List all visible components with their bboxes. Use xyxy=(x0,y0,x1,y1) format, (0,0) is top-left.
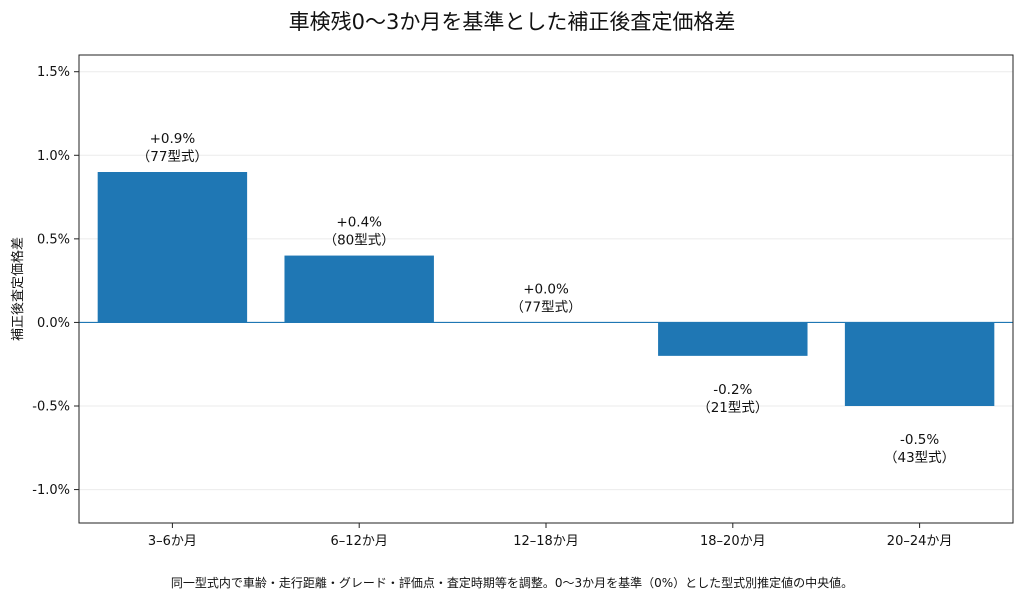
chart-title: 車検残0〜3か月を基準とした補正後査定価格差 xyxy=(288,10,736,34)
x-tick-label: 6–12か月 xyxy=(331,534,388,549)
x-tick-label: 20–24か月 xyxy=(887,534,953,549)
bar-count-label: （77型式） xyxy=(137,149,208,165)
bar-labels: +0.9% （77型式） +0.4% （80型式） +0.0% （77型式） -0.2% （2… xyxy=(137,131,955,466)
bar-count-label: （43型式） xyxy=(884,450,955,466)
bar xyxy=(658,322,808,356)
bar-count-label: （21型式） xyxy=(697,400,768,416)
x-tick-label: 3–6か月 xyxy=(148,534,197,549)
x-tick-label: 18–20か月 xyxy=(700,534,766,549)
plot-frame xyxy=(78,54,1014,524)
y-tick-label: 1.5% xyxy=(37,65,70,80)
bar-count-label: （77型式） xyxy=(510,299,581,315)
y-tick-label: 1.0% xyxy=(37,149,70,164)
bar-value-label: -0.2% xyxy=(713,382,752,398)
x-tick-label: 12–18か月 xyxy=(513,534,579,549)
bars xyxy=(97,172,995,406)
axes: -1.0% -0.5% 0.0% 0.5% 1.0% 1.5% 3–6か月 6–12か月 12–… xyxy=(32,54,1014,549)
bar-value-label: +0.9% xyxy=(150,131,196,147)
y-tick-label: 0.5% xyxy=(37,232,70,247)
bar-value-label: +0.4% xyxy=(336,215,382,231)
y-tick-label: -1.0% xyxy=(32,483,70,498)
bar xyxy=(97,172,248,323)
bar xyxy=(284,255,434,323)
bar-value-label: +0.0% xyxy=(523,281,569,297)
bar-value-label: -0.5% xyxy=(900,432,939,448)
bar-count-label: （80型式） xyxy=(324,233,395,249)
y-axis-label: 補正後査定価格差 xyxy=(10,237,26,341)
y-tick-label: -0.5% xyxy=(32,400,70,415)
y-tick-label: 0.0% xyxy=(37,316,70,331)
chart-footnote: 同一型式内で車齢・走行距離・グレード・評価点・査定時期等を調整。0〜3か月を基準… xyxy=(170,576,854,590)
bar xyxy=(844,322,995,406)
